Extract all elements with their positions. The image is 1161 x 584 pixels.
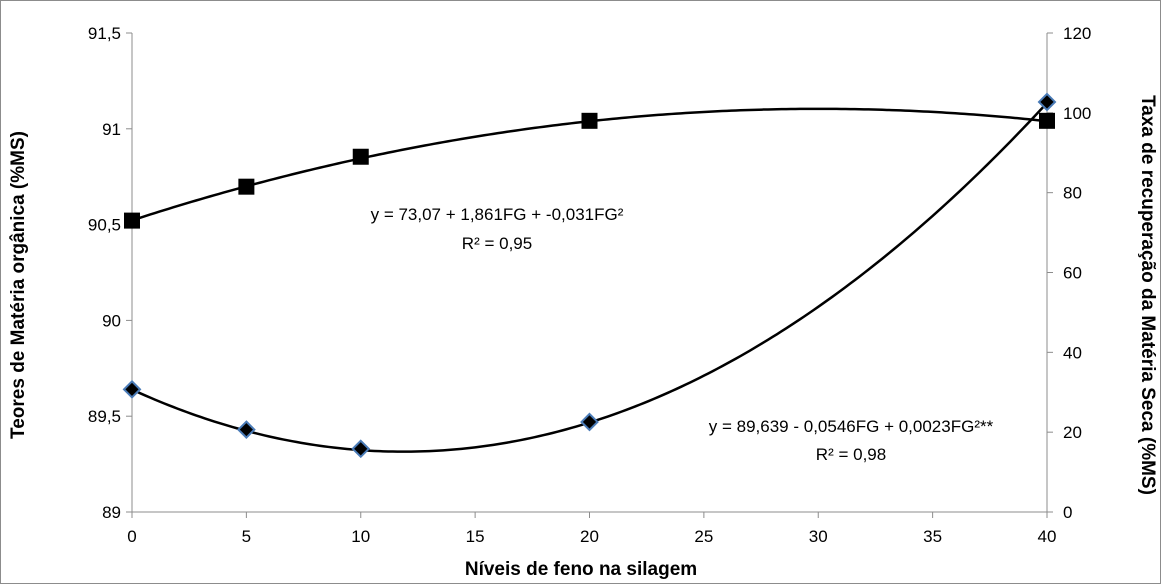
data-point-diamond bbox=[1037, 92, 1057, 112]
y-left-tick-label: 90,5 bbox=[88, 216, 121, 235]
x-tick-label: 40 bbox=[1038, 527, 1057, 546]
data-point-square bbox=[238, 178, 255, 195]
data-markers bbox=[122, 92, 1057, 459]
data-point-square bbox=[581, 112, 598, 129]
y-right-tick-label: 20 bbox=[1063, 423, 1082, 442]
y-left-tick-label: 91,5 bbox=[88, 24, 121, 43]
x-tick-label: 0 bbox=[127, 527, 136, 546]
y-axis-left-title: Teores de Matéria orgânica (%MS) bbox=[8, 131, 29, 439]
data-point-square bbox=[1039, 112, 1055, 129]
data-point-square bbox=[352, 148, 369, 165]
x-tick-label: 5 bbox=[242, 527, 251, 546]
y-left-tick-label: 89,5 bbox=[88, 407, 121, 426]
x-tick-label: 15 bbox=[466, 527, 485, 546]
x-tick-label: 30 bbox=[809, 527, 828, 546]
y-right-tick-label: 100 bbox=[1063, 104, 1091, 123]
y-left-tick-label: 89 bbox=[102, 503, 121, 522]
r2-diamonds: R² = 0,98 bbox=[816, 445, 886, 464]
data-point-square bbox=[124, 212, 140, 229]
data-point-diamond bbox=[580, 412, 599, 432]
y-right-tick-label: 60 bbox=[1063, 264, 1082, 283]
x-tick-label: 20 bbox=[580, 527, 599, 546]
y-right-tick-label: 0 bbox=[1063, 503, 1072, 522]
trend-curves bbox=[131, 102, 1048, 453]
y-axis-right-title: Taxa de recuperação da Matéria Seca (%MS… bbox=[1137, 95, 1158, 495]
x-tick-label: 10 bbox=[351, 527, 370, 546]
equation-diamonds: y = 89,639 - 0,0546FG + 0,0023FG²** bbox=[709, 417, 994, 436]
r2-squares: R² = 0,95 bbox=[462, 234, 532, 253]
data-point-diamond bbox=[122, 379, 142, 399]
equation-squares: y = 73,07 + 1,861FG + -0,031FG² bbox=[371, 205, 624, 224]
x-tick-label: 35 bbox=[923, 527, 942, 546]
y-right-tick-label: 40 bbox=[1063, 343, 1082, 362]
x-tick-label: 25 bbox=[694, 527, 713, 546]
data-point-diamond bbox=[351, 439, 371, 459]
tick-labels: 0 5 10 15 20 25 30 35 40 89 89,5 90 90,5 91 91,5 0 20 40 6… bbox=[88, 24, 1091, 546]
y-left-tick-label: 91 bbox=[102, 120, 121, 139]
y-right-tick-label: 80 bbox=[1063, 184, 1082, 203]
x-axis-title: Níveis de feno na silagem bbox=[465, 559, 697, 580]
data-point-diamond bbox=[236, 420, 256, 440]
trend-curve-diamonds bbox=[131, 102, 1048, 453]
y-left-tick-label: 90 bbox=[102, 311, 121, 330]
plot-area bbox=[126, 32, 1053, 518]
y-right-tick-label: 120 bbox=[1063, 24, 1091, 43]
